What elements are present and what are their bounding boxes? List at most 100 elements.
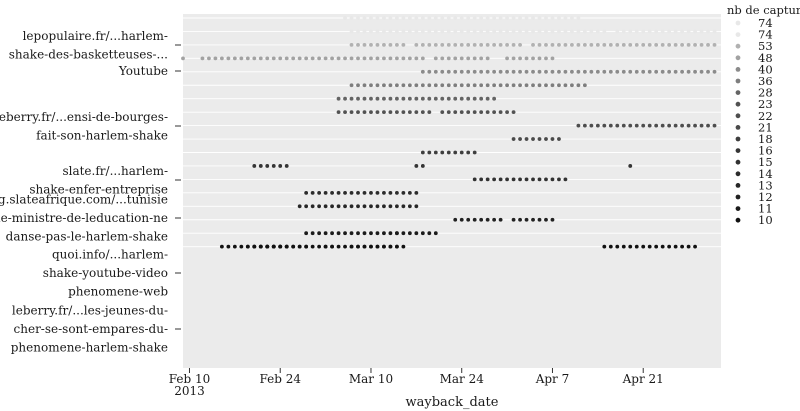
data-point: [459, 43, 464, 47]
data-point: [420, 150, 425, 155]
data-point: [699, 29, 704, 34]
data-point: [459, 217, 464, 222]
data-point: [680, 29, 685, 34]
data-point: [615, 123, 620, 128]
data-point: [570, 83, 574, 88]
data-point: [245, 56, 250, 61]
data-point: [544, 177, 548, 182]
data-point: [343, 231, 347, 236]
data-point: [479, 217, 484, 222]
x-axis-title: wayback_date: [406, 395, 499, 410]
data-point: [349, 16, 354, 20]
data-point: [472, 83, 477, 88]
data-point: [375, 110, 380, 115]
data-point: [505, 29, 509, 34]
x-tick-label: Mar 24: [440, 372, 485, 386]
data-point: [382, 43, 386, 47]
data-point: [330, 56, 334, 61]
y-axis: lepopulaire.fr/...harlem-shake-des-baske…: [0, 29, 181, 355]
legend-key: [735, 194, 741, 200]
data-point: [401, 83, 406, 88]
data-point: [557, 177, 561, 182]
data-point: [511, 69, 516, 74]
data-point: [336, 96, 341, 101]
data-point: [343, 190, 347, 195]
data-point: [505, 16, 509, 20]
data-point: [369, 204, 373, 209]
data-point: [375, 190, 380, 195]
data-point: [440, 29, 445, 34]
data-point: [550, 177, 555, 182]
data-point: [531, 83, 535, 88]
data-point: [278, 56, 283, 61]
data-point: [621, 29, 626, 34]
data-point: [557, 137, 561, 141]
data-point: [459, 110, 464, 115]
legend-label: 11: [758, 202, 773, 216]
data-point: [414, 83, 419, 88]
data-point: [375, 43, 380, 47]
data-point: [401, 96, 406, 101]
data-point: [239, 244, 244, 249]
data-point: [479, 177, 484, 182]
data-point: [472, 150, 477, 155]
data-point: [420, 29, 425, 34]
data-point: [602, 69, 607, 74]
data-point: [524, 83, 529, 88]
data-point: [446, 96, 451, 101]
data-point: [420, 43, 425, 47]
data-point: [265, 56, 270, 61]
data-point: [336, 190, 341, 195]
data-point: [485, 177, 490, 182]
data-point: [349, 204, 354, 209]
legend-label: 40: [758, 62, 773, 76]
data-point: [382, 190, 386, 195]
legend-label: 21: [758, 120, 773, 134]
data-point: [304, 56, 309, 61]
data-point: [349, 231, 354, 236]
data-point: [181, 56, 185, 61]
data-point: [388, 16, 393, 20]
data-point: [531, 56, 535, 61]
data-point: [524, 16, 529, 20]
data-point: [595, 29, 600, 34]
data-point: [219, 244, 224, 249]
data-point: [388, 204, 393, 209]
data-point: [680, 43, 685, 47]
data-point: [537, 43, 542, 47]
data-point: [317, 244, 322, 249]
data-point: [518, 217, 522, 222]
data-point: [271, 244, 276, 249]
data-point: [557, 69, 561, 74]
data-point: [498, 83, 503, 88]
data-point: [570, 29, 574, 34]
data-point: [446, 83, 451, 88]
legend-key: [735, 20, 741, 26]
data-point: [297, 56, 302, 61]
data-point: [310, 244, 315, 249]
data-point: [446, 56, 451, 61]
data-point: [395, 244, 399, 249]
data-point: [382, 110, 386, 115]
data-point: [453, 96, 458, 101]
data-point: [706, 29, 710, 34]
data-point: [395, 29, 399, 34]
y-tick-label: leberry.fr/...les-jeunes-du-cher-se-sont…: [11, 304, 168, 355]
data-point: [356, 16, 360, 20]
data-point: [252, 164, 257, 168]
data-point: [349, 83, 354, 88]
data-point: [369, 83, 373, 88]
data-point: [323, 204, 328, 209]
data-point: [388, 190, 393, 195]
data-point: [427, 150, 432, 155]
data-point: [310, 204, 315, 209]
data-point: [330, 190, 334, 195]
data-point: [634, 123, 639, 128]
data-point: [518, 29, 522, 34]
data-point: [356, 190, 360, 195]
data-point: [304, 244, 309, 249]
data-point: [673, 69, 678, 74]
data-point: [557, 16, 561, 20]
data-point: [582, 83, 587, 88]
data-point: [362, 204, 367, 209]
